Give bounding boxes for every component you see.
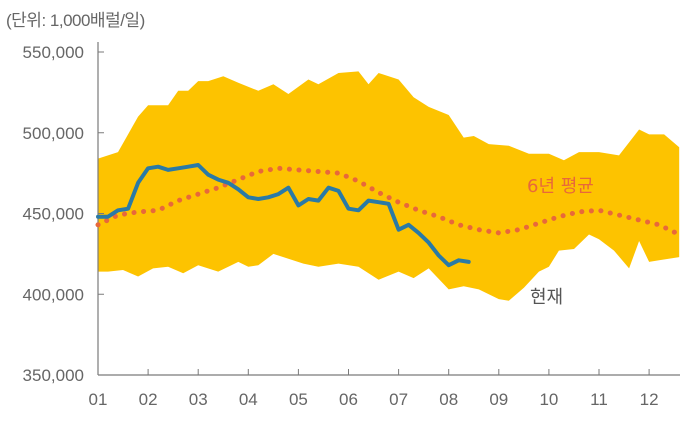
current-series-layer xyxy=(96,163,471,268)
x-tick-label: 04 xyxy=(239,390,258,409)
x-tick-label: 10 xyxy=(539,390,558,409)
y-tick-label: 450,000 xyxy=(23,205,84,224)
range-band xyxy=(98,71,680,301)
series-labels: 6년 평균 현재 xyxy=(527,176,594,308)
x-tick-label: 06 xyxy=(339,390,358,409)
x-tick-label: 12 xyxy=(640,390,659,409)
current-series-line xyxy=(96,163,471,268)
y-tick-label: 500,000 xyxy=(23,124,84,143)
x-tick-label: 08 xyxy=(439,390,458,409)
y-tick-label: 350,000 xyxy=(23,366,84,385)
x-tick-label: 11 xyxy=(590,390,608,409)
x-tick-label: 03 xyxy=(189,390,208,409)
series-label-current: 현재 xyxy=(530,287,563,308)
y-tick-label: 400,000 xyxy=(23,285,84,304)
x-tick-label: 01 xyxy=(89,390,108,409)
unit-note: (단위: 1,000배럴/일) xyxy=(6,11,145,30)
range-band-layer xyxy=(98,71,680,301)
series-label-average: 6년 평균 xyxy=(527,176,594,197)
axes: 550,000 500,000 450,000 400,000 350,000 01 02 0… xyxy=(23,42,680,409)
x-tick-label: 05 xyxy=(289,390,308,409)
y-tick-label: 550,000 xyxy=(23,43,84,62)
x-tick-label: 02 xyxy=(139,390,158,409)
x-tick-label: 07 xyxy=(389,390,408,409)
average-series-layer xyxy=(95,165,682,237)
average-series-line xyxy=(95,165,682,237)
x-tick-label: 09 xyxy=(489,390,508,409)
